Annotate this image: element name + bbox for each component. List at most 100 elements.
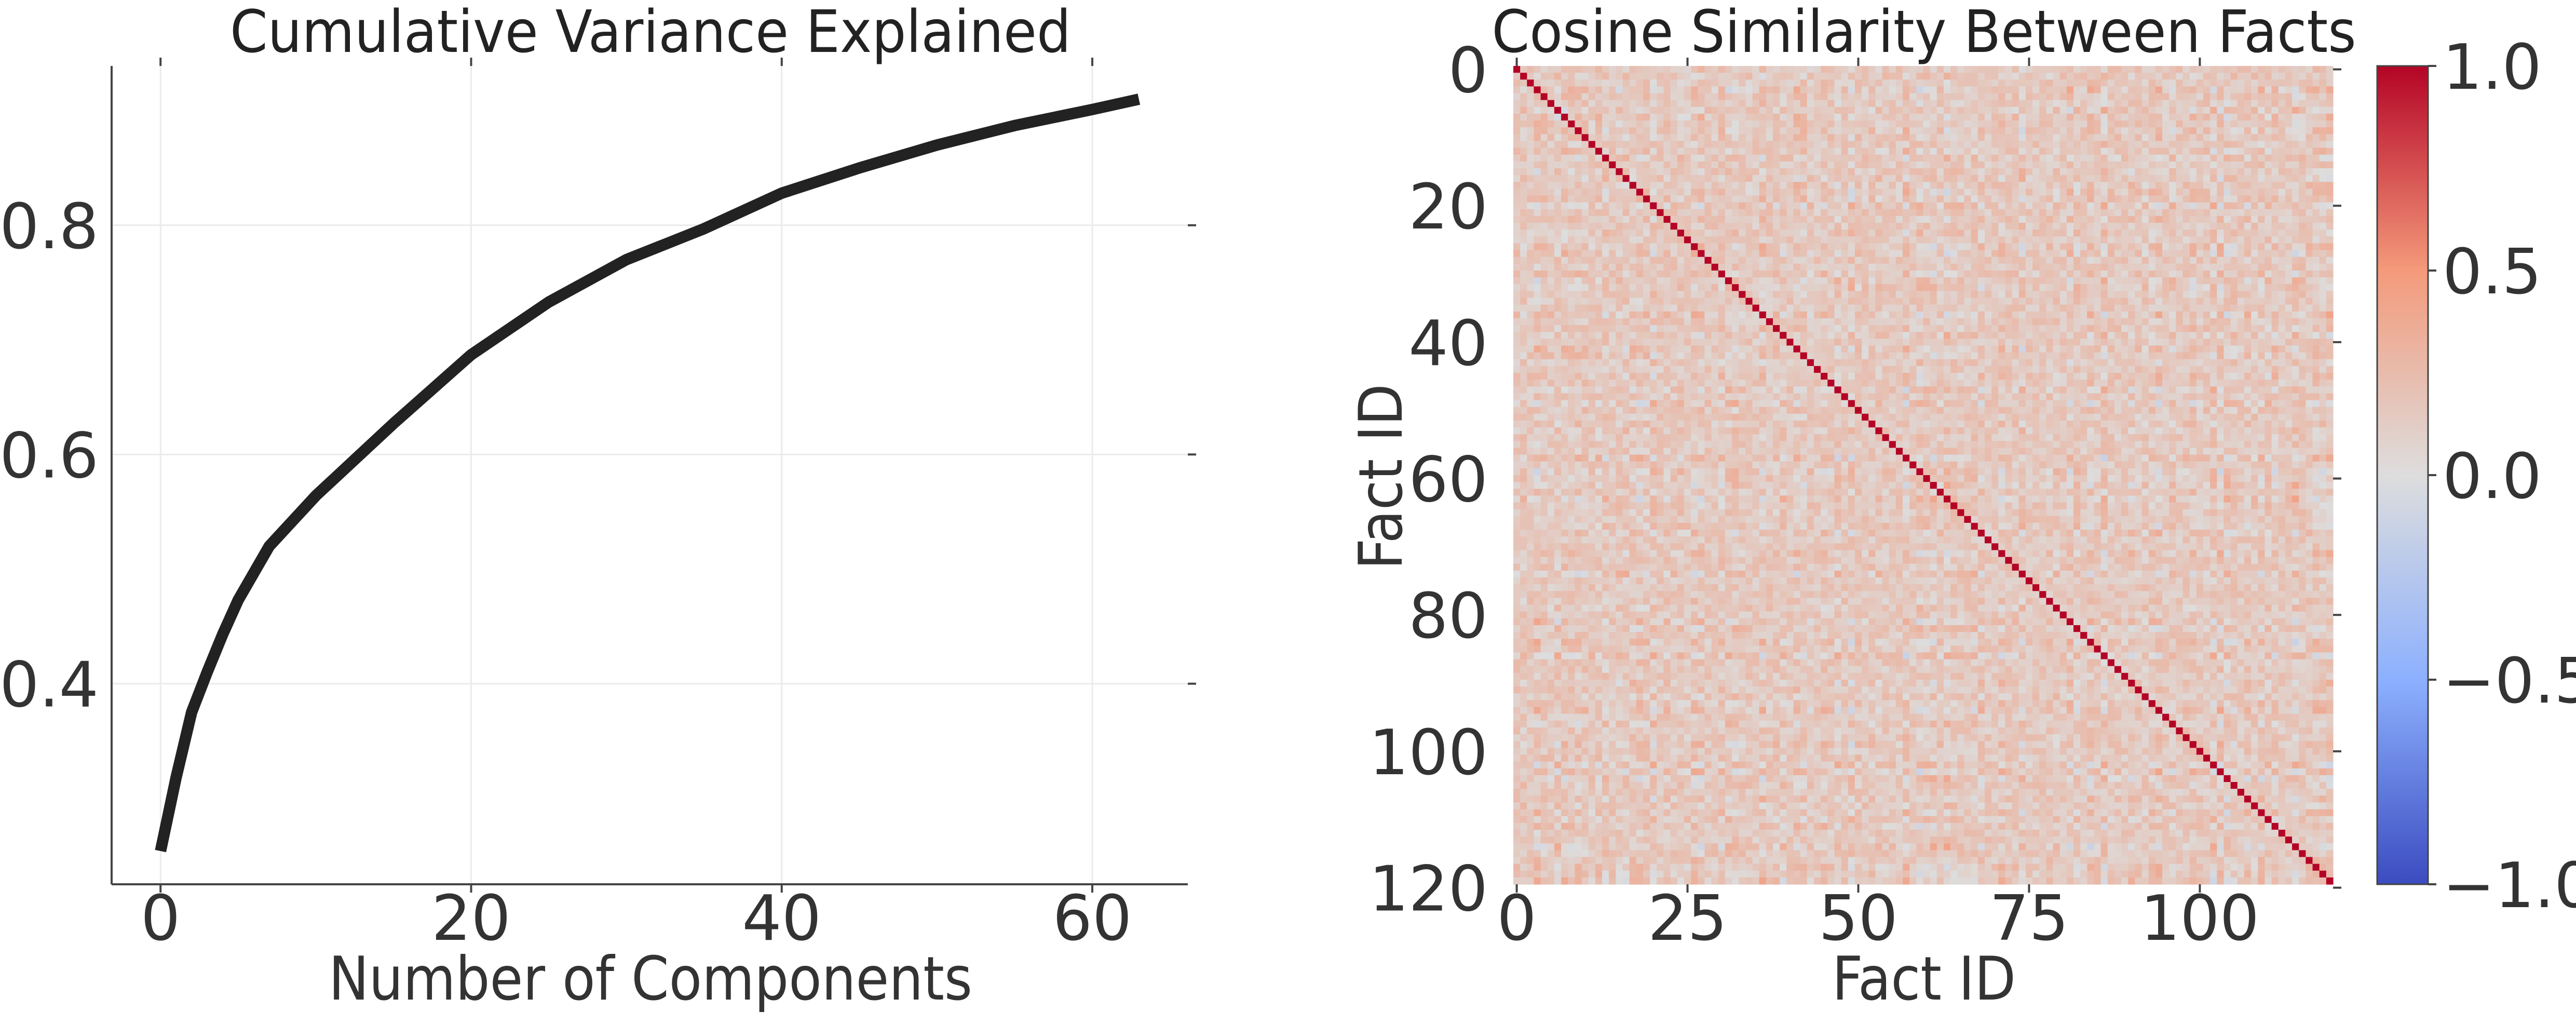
heatmap-cell: [1827, 175, 1835, 182]
heatmap-cell: [1875, 257, 1883, 264]
heatmap-cell: [2155, 113, 2163, 121]
heatmap-cell: [1827, 147, 1835, 155]
heatmap-cell: [2039, 66, 2046, 73]
heatmap-cell: [2217, 195, 2225, 203]
heatmap-cell: [1581, 325, 1589, 332]
heatmap-cell: [1916, 223, 1924, 230]
heatmap-cell: [1752, 161, 1760, 169]
heatmap-cell: [1807, 257, 1814, 264]
heatmap-cell: [2169, 332, 2176, 339]
heatmap-cell: [1807, 230, 1814, 237]
heatmap-cell: [2025, 332, 2033, 339]
heatmap-cell: [2237, 188, 2245, 196]
heatmap-cell: [2094, 291, 2102, 299]
heatmap-cell: [1943, 304, 1951, 312]
heatmap-cell: [1732, 147, 1739, 155]
heatmap-cell: [1581, 250, 1589, 258]
heatmap-cell: [1807, 271, 1814, 278]
heatmap-cell: [2182, 223, 2190, 230]
heatmap-cell: [2278, 263, 2286, 271]
heatmap-cell: [1732, 182, 1739, 189]
heatmap-cell: [2128, 168, 2136, 176]
heatmap-cell: [1609, 120, 1616, 128]
heatmap-cell: [1875, 175, 1883, 182]
heatmap-cell: [1950, 73, 1958, 80]
heatmap-cell: [2210, 120, 2217, 128]
heatmap-cell: [1527, 134, 1535, 142]
heatmap-cell: [2094, 154, 2102, 162]
heatmap-cell: [2053, 127, 2060, 134]
heatmap-cell: [1547, 271, 1555, 278]
heatmap-cell: [1568, 120, 1576, 128]
heatmap-cell: [1629, 175, 1637, 182]
heatmap-cell: [1629, 304, 1637, 312]
heatmap-cell: [1732, 202, 1739, 210]
heatmap-cell: [2182, 66, 2190, 73]
heatmap-cell: [2230, 263, 2238, 271]
heatmap-cell: [1889, 318, 1896, 326]
heatmap-cell: [1527, 325, 1535, 332]
heatmap-cell: [1752, 195, 1760, 203]
heatmap-cell: [1786, 161, 1794, 169]
heatmap-cell: [2039, 141, 2046, 149]
heatmap-cell: [1595, 304, 1603, 312]
heatmap-cell: [1745, 195, 1753, 203]
heatmap-cell: [2012, 318, 2019, 326]
heatmap-cell: [1622, 113, 1630, 121]
heatmap-cell: [1677, 271, 1685, 278]
heatmap-cell: [1930, 318, 1937, 326]
heatmap-cell: [2230, 175, 2238, 182]
heatmap-cell: [1875, 250, 1883, 258]
heatmap-cell: [1916, 271, 1924, 278]
heatmap-cell: [2169, 250, 2176, 258]
heatmap-cell: [2114, 154, 2122, 162]
heatmap-cell: [1554, 66, 1562, 73]
heatmap-cell: [2292, 100, 2299, 107]
heatmap-cell: [2025, 318, 2033, 326]
heatmap-cell: [2141, 230, 2149, 237]
heatmap-cell: [2107, 332, 2115, 339]
heatmap-cell: [1704, 311, 1712, 319]
heatmap-cell: [2224, 202, 2231, 210]
heatmap-cell: [1957, 230, 1965, 237]
heatmap-cell: [2251, 100, 2258, 107]
heatmap-cell: [2217, 127, 2225, 134]
heatmap-cell: [1766, 311, 1773, 319]
heatmap-cell: [1930, 66, 1937, 73]
heatmap-cell: [1732, 271, 1739, 278]
heatmap-cell: [1807, 291, 1814, 299]
heatmap-cell: [2196, 284, 2204, 291]
heatmap-cell: [2319, 154, 2327, 162]
heatmap-cell: [2032, 318, 2040, 326]
heatmap-cell: [2217, 147, 2225, 155]
heatmap-cell: [1739, 127, 1746, 134]
heatmap-cell: [1732, 209, 1739, 217]
heatmap-cell: [1793, 298, 1801, 305]
heatmap-cell: [1752, 113, 1760, 121]
heatmap-cell: [1588, 345, 1596, 353]
heatmap-cell: [1684, 271, 1691, 278]
heatmap-cell: [2141, 147, 2149, 155]
heatmap-cell: [1780, 236, 1787, 244]
heatmap-cell: [1889, 243, 1896, 251]
heatmap-cell: [2319, 202, 2327, 210]
heatmap-cell: [1800, 127, 1808, 134]
heatmap-cell: [1793, 195, 1801, 203]
heatmap-cell: [1964, 147, 1972, 155]
heatmap-cell: [2278, 113, 2286, 121]
heatmap-cell: [1739, 250, 1746, 258]
heatmap-cell: [2196, 182, 2204, 189]
heatmap-cell: [1882, 215, 1890, 223]
heatmap-cell: [1595, 168, 1603, 176]
x-axis-label: Number of Components: [329, 944, 972, 1014]
heatmap-cell: [1903, 106, 1910, 114]
heatmap-cell: [1622, 93, 1630, 101]
heatmap-cell: [2148, 304, 2156, 312]
heatmap-cell: [2005, 263, 2013, 271]
heatmap-cell: [1827, 311, 1835, 319]
heatmap-cell: [1629, 236, 1637, 244]
heatmap-cell: [2203, 271, 2211, 278]
heatmap-cell: [1547, 195, 1555, 203]
heatmap-cell: [1936, 141, 1944, 149]
heatmap-cell: [2012, 188, 2019, 196]
